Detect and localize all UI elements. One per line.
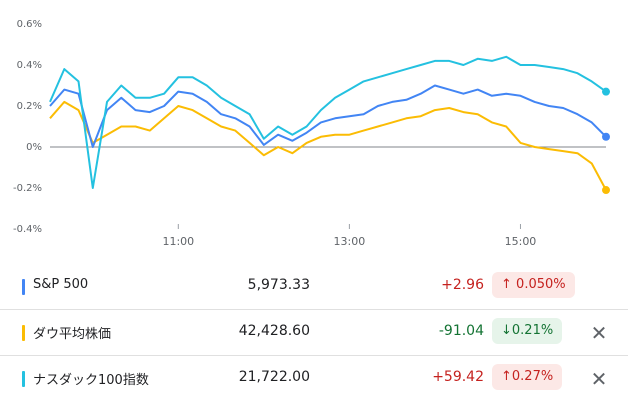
index-price: 21,722.00: [238, 369, 310, 385]
series-end-dot-1: [602, 186, 610, 195]
y-axis-ticks: 0.6% 0.4% 0.2% 0% -0.2% -0.4%: [13, 19, 42, 235]
index-price: 5,973.33: [247, 277, 310, 293]
index-price: 42,428.60: [238, 323, 310, 339]
series-end-dot-0: [602, 132, 610, 141]
index-row-sp500[interactable]: S&P 500 5,973.33 +2.96 ↑ 0.050%: [0, 264, 628, 310]
series-lines: [49, 55, 607, 191]
index-change-percent-badge: ↑0.27%: [492, 364, 563, 390]
x-tick-label: 15:00: [505, 235, 537, 248]
index-change-percent-badge: ↓0.21%: [492, 318, 563, 344]
arrow-up-icon: ↑: [501, 277, 512, 292]
series-line-2: [49, 55, 607, 189]
index-row-nasdaq100[interactable]: ナスダック100指数 21,722.00 +59.42 ↑0.27% ✕: [0, 356, 628, 401]
series-end-dot-2: [602, 87, 610, 96]
index-change: +59.42: [432, 369, 484, 385]
arrow-down-icon: ↓: [501, 323, 512, 338]
series-end-dots: [602, 87, 610, 195]
x-tick-label: 13:00: [334, 235, 366, 248]
series-line-0: [49, 84, 607, 148]
series-line-1: [49, 100, 607, 191]
series-color-swatch: [22, 279, 25, 295]
remove-index-close-icon[interactable]: ✕: [590, 321, 608, 345]
x-axis-ticks: 11:00 13:00 15:00: [162, 224, 536, 248]
index-line-chart: 0.6% 0.4% 0.2% 0% -0.2% -0.4% 11:00 13:00 15:00: [13, 19, 610, 248]
index-name: S&P 500: [33, 277, 89, 292]
y-tick-label: -0.2%: [13, 183, 42, 194]
index-change: +2.96: [441, 277, 484, 293]
y-tick-label: 0.4%: [17, 60, 42, 71]
index-list: S&P 500 5,973.33 +2.96 ↑ 0.050% ダウ平均株価 4…: [0, 264, 628, 401]
arrow-up-icon: ↑: [501, 369, 512, 384]
series-color-swatch: [22, 371, 25, 387]
y-tick-label: 0.6%: [17, 19, 42, 30]
index-row-dow[interactable]: ダウ平均株価 42,428.60 -91.04 ↓0.21% ✕: [0, 310, 628, 356]
index-name: ナスダック100指数: [33, 373, 149, 388]
y-tick-label: 0%: [26, 142, 42, 153]
y-tick-label: 0.2%: [17, 101, 42, 112]
remove-index-close-icon[interactable]: ✕: [590, 367, 608, 391]
index-change-percent-badge: ↑ 0.050%: [492, 272, 575, 298]
index-name: ダウ平均株価: [33, 327, 112, 342]
x-tick-label: 11:00: [162, 235, 194, 248]
index-change: -91.04: [438, 323, 484, 339]
series-color-swatch: [22, 325, 25, 341]
y-tick-label: -0.4%: [13, 224, 42, 235]
